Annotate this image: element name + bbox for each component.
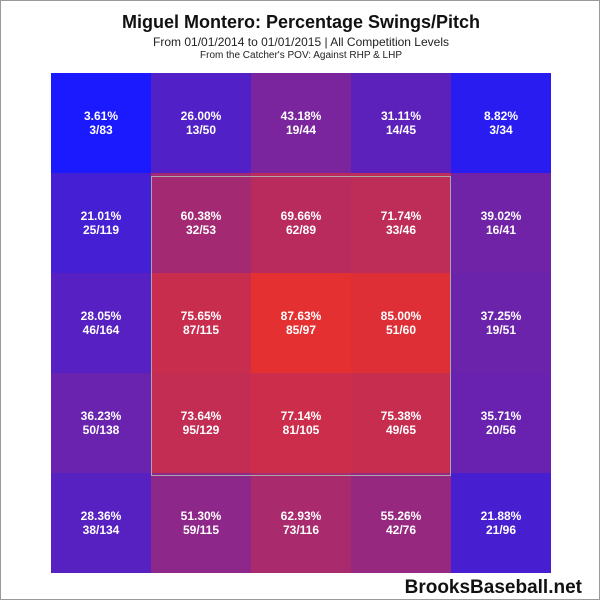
heatmap-cell: 21.01% 25/119 xyxy=(51,173,151,273)
chart-subtitle: From 01/01/2014 to 01/01/2015 | All Comp… xyxy=(153,35,449,49)
cell-fraction: 42/76 xyxy=(385,523,417,537)
heatmap-cell: 62.93% 73/116 xyxy=(251,473,351,573)
source-watermark: BrooksBaseball.net xyxy=(404,577,582,598)
cell-percentage: 21.01% xyxy=(80,209,122,223)
cell-percentage: 60.38% xyxy=(180,209,222,223)
heatmap-cell: 69.66% 62/89 xyxy=(251,173,351,273)
cell-fraction: 13/50 xyxy=(185,123,217,137)
cell-fraction: 49/65 xyxy=(385,423,417,437)
heatmap-grid: 3.61% 3/83 26.00% 13/50 43.18% 19/44 31.11% 14/… xyxy=(51,73,551,576)
heatmap-cell: 35.71% 20/56 xyxy=(451,373,551,473)
heatmap-cell: 75.38% 49/65 xyxy=(351,373,451,473)
cell-percentage: 21.88% xyxy=(480,509,522,523)
heatmap-cell: 39.02% 16/41 xyxy=(451,173,551,273)
heatmap-cell: 26.00% 13/50 xyxy=(151,73,251,173)
heatmap-cell: 55.26% 42/76 xyxy=(351,473,451,573)
heatmap-cell: 85.00% 51/60 xyxy=(351,273,451,373)
heatmap-cell: 51.30% 59/115 xyxy=(151,473,251,573)
heatmap-cell: 37.25% 19/51 xyxy=(451,273,551,373)
cell-fraction: 25/119 xyxy=(82,223,120,237)
heatmap-cell: 71.74% 33/46 xyxy=(351,173,451,273)
cell-fraction: 85/97 xyxy=(285,323,317,337)
heatmap-cell: 28.36% 38/134 xyxy=(51,473,151,573)
heatmap-cell: 3.61% 3/83 xyxy=(51,73,151,173)
heatmap-cell: 77.14% 81/105 xyxy=(251,373,351,473)
cell-percentage: 26.00% xyxy=(180,109,222,123)
cell-fraction: 33/46 xyxy=(385,223,417,237)
heatmap-cell: 60.38% 32/53 xyxy=(151,173,251,273)
cell-percentage: 87.63% xyxy=(280,309,322,323)
heatmap-cell: 73.64% 95/129 xyxy=(151,373,251,473)
cell-percentage: 62.93% xyxy=(280,509,322,523)
heatmap-cell: 75.65% 87/115 xyxy=(151,273,251,373)
cell-fraction: 62/89 xyxy=(285,223,317,237)
cell-percentage: 71.74% xyxy=(380,209,422,223)
cell-fraction: 46/164 xyxy=(82,323,120,337)
heatmap-cell: 28.05% 46/164 xyxy=(51,273,151,373)
cell-percentage: 73.64% xyxy=(180,409,222,423)
cell-fraction: 32/53 xyxy=(185,223,217,237)
heatmap-cell: 31.11% 14/45 xyxy=(351,73,451,173)
cell-percentage: 31.11% xyxy=(380,109,422,123)
cell-fraction: 51/60 xyxy=(385,323,417,337)
cell-percentage: 75.38% xyxy=(380,409,422,423)
cell-fraction: 3/83 xyxy=(89,123,113,137)
cell-percentage: 43.18% xyxy=(280,109,322,123)
cell-percentage: 55.26% xyxy=(380,509,422,523)
cell-fraction: 73/116 xyxy=(282,523,320,537)
heatmap-cell: 21.88% 21/96 xyxy=(451,473,551,573)
cell-percentage: 35.71% xyxy=(480,409,522,423)
cell-fraction: 38/134 xyxy=(82,523,120,537)
cell-percentage: 36.23% xyxy=(80,409,122,423)
cell-fraction: 19/44 xyxy=(285,123,317,137)
chart-subtitle-pov: From the Catcher's POV: Against RHP & LH… xyxy=(200,50,402,61)
cell-percentage: 77.14% xyxy=(280,409,322,423)
cell-percentage: 28.05% xyxy=(80,309,122,323)
heatmap-cell: 8.82% 3/34 xyxy=(451,73,551,173)
cell-fraction: 3/34 xyxy=(489,123,513,137)
cell-percentage: 8.82% xyxy=(483,109,519,123)
cell-percentage: 37.25% xyxy=(480,309,522,323)
heatmap-cell: 87.63% 85/97 xyxy=(251,273,351,373)
cell-fraction: 14/45 xyxy=(385,123,417,137)
cell-fraction: 87/115 xyxy=(182,323,220,337)
cell-fraction: 16/41 xyxy=(485,223,517,237)
cell-fraction: 50/138 xyxy=(82,423,120,437)
cell-percentage: 3.61% xyxy=(83,109,119,123)
cell-fraction: 95/129 xyxy=(182,423,220,437)
cell-percentage: 75.65% xyxy=(180,309,222,323)
cell-fraction: 59/115 xyxy=(182,523,220,537)
cell-percentage: 39.02% xyxy=(480,209,522,223)
heatmap-cell: 43.18% 19/44 xyxy=(251,73,351,173)
cell-percentage: 28.36% xyxy=(80,509,122,523)
cell-fraction: 20/56 xyxy=(485,423,517,437)
cell-percentage: 85.00% xyxy=(380,309,422,323)
cell-fraction: 21/96 xyxy=(485,523,517,537)
cell-percentage: 51.30% xyxy=(180,509,222,523)
cell-fraction: 19/51 xyxy=(485,323,517,337)
heatmap-cell: 36.23% 50/138 xyxy=(51,373,151,473)
chart-title: Miguel Montero: Percentage Swings/Pitch xyxy=(121,12,481,32)
cell-percentage: 69.66% xyxy=(280,209,322,223)
cell-fraction: 81/105 xyxy=(282,423,320,437)
